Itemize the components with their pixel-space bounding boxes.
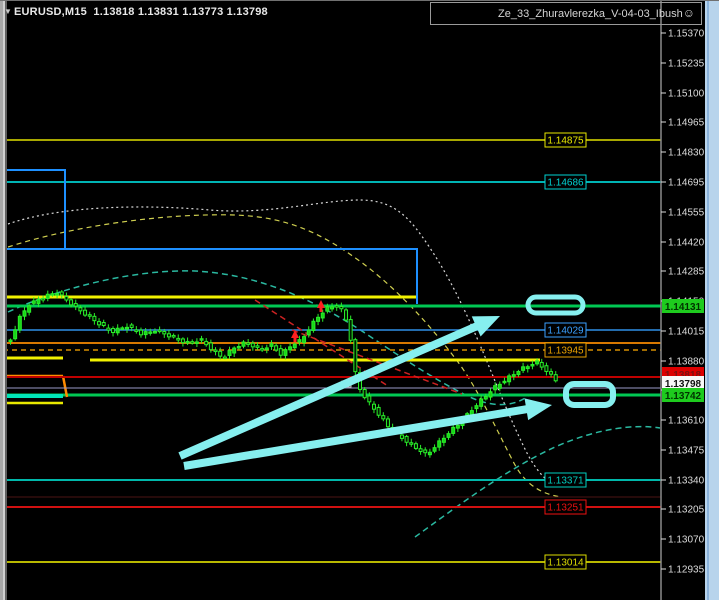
axis-label-1.15370: 1.15370 bbox=[668, 29, 705, 40]
svg-text:1.14131: 1.14131 bbox=[665, 302, 702, 313]
svg-text:1.14686: 1.14686 bbox=[547, 178, 584, 189]
candlesticks bbox=[8, 289, 558, 458]
svg-text:1.13818: 1.13818 bbox=[665, 370, 702, 381]
axis-label-1.14965: 1.14965 bbox=[668, 118, 705, 129]
level-label-1.13371[interactable]: 1.13371 bbox=[544, 472, 587, 488]
svg-text:1.14875: 1.14875 bbox=[547, 136, 584, 147]
window-scroll-strip[interactable] bbox=[705, 0, 719, 600]
level-label-1.13014[interactable]: 1.13014 bbox=[544, 554, 587, 570]
level-label-1.13251[interactable]: 1.13251 bbox=[544, 499, 587, 515]
ohlc-values: 1.13818 1.13831 1.13773 1.13798 bbox=[93, 6, 268, 18]
cyan-arrow-1[interactable] bbox=[183, 404, 531, 470]
axis-label-1.13475: 1.13475 bbox=[668, 446, 705, 457]
indicator-name-box: Ze_33_Zhuravlerezka_V-04-03_Ibush☺ bbox=[430, 2, 702, 25]
axis-price-box-1.13798: 1.13798 bbox=[662, 376, 704, 390]
band-curve-2 bbox=[7, 270, 529, 406]
axis-label-1.14830: 1.14830 bbox=[668, 148, 705, 159]
indicator-band-curves bbox=[7, 199, 661, 538]
band-curve-3 bbox=[414, 425, 661, 538]
level-label-1.14029[interactable]: 1.14029 bbox=[544, 322, 587, 338]
axis-label-1.15100: 1.15100 bbox=[668, 89, 705, 100]
svg-text:1.13798: 1.13798 bbox=[665, 379, 702, 390]
highlight-pill-1[interactable] bbox=[563, 381, 616, 408]
chart-dropdown-icon[interactable]: ▼ bbox=[4, 7, 12, 16]
cyan-arrow-0[interactable] bbox=[178, 321, 482, 460]
axis-label-1.13340: 1.13340 bbox=[668, 476, 705, 487]
highlight-pill-0[interactable] bbox=[525, 294, 586, 316]
level-label-1.13945[interactable]: 1.13945 bbox=[544, 342, 587, 358]
red-trend-segment-1[interactable] bbox=[291, 329, 463, 395]
axis-label-1.14420: 1.14420 bbox=[668, 238, 705, 249]
axis-price-box-1.13742: 1.13742 bbox=[662, 388, 704, 402]
svg-text:1.13014: 1.13014 bbox=[547, 558, 584, 569]
svg-text:1.13742: 1.13742 bbox=[665, 391, 702, 402]
band-curve-0 bbox=[7, 199, 559, 488]
svg-text:1.13371: 1.13371 bbox=[547, 476, 584, 487]
axis-label-1.14555: 1.14555 bbox=[668, 208, 705, 219]
chart-title-ohlc: EURUSD,M15 1.13818 1.13831 1.13773 1.137… bbox=[14, 6, 268, 18]
red-arrow-marker bbox=[317, 300, 325, 312]
axis-price-box-1.14131: 1.14131 bbox=[662, 299, 704, 313]
symbol-period: EURUSD,M15 bbox=[14, 6, 87, 18]
red-arrow-marker bbox=[291, 330, 299, 342]
axis-label-1.13070: 1.13070 bbox=[668, 535, 705, 546]
cyan-arrowhead-1[interactable] bbox=[524, 398, 552, 421]
cyan-arrowhead-0[interactable] bbox=[471, 316, 500, 337]
blue-step-line[interactable] bbox=[65, 248, 418, 304]
axis-label-1.13610: 1.13610 bbox=[668, 416, 705, 427]
drawn-arrows bbox=[178, 316, 552, 470]
axis-label-1.14695: 1.14695 bbox=[668, 178, 705, 189]
svg-text:1.13251: 1.13251 bbox=[547, 503, 584, 514]
svg-text:1.14029: 1.14029 bbox=[547, 326, 584, 337]
level-label-boxes: 1.14875 1.14686 1.14029 1.13945 1.13371 1.132… bbox=[544, 132, 587, 570]
axis-label-1.12935: 1.12935 bbox=[668, 565, 705, 576]
segment-line-6[interactable] bbox=[61, 375, 69, 398]
level-label-1.14875[interactable]: 1.14875 bbox=[544, 132, 587, 148]
axis-label-1.15235: 1.15235 bbox=[668, 59, 705, 70]
axis-label-1.14015: 1.14015 bbox=[668, 327, 705, 338]
level-label-1.14686[interactable]: 1.14686 bbox=[544, 174, 587, 190]
svg-text:1.13945: 1.13945 bbox=[547, 346, 584, 357]
axis-label-1.13880: 1.13880 bbox=[668, 357, 705, 368]
window-left-border bbox=[0, 0, 3, 600]
price-axis[interactable]: 1.15370 1.15235 1.15100 1.14965 1.14830 1.146… bbox=[660, 0, 705, 600]
smiley-icon: ☺ bbox=[682, 6, 695, 20]
axis-label-1.13205: 1.13205 bbox=[668, 505, 705, 516]
axis-label-1.14285: 1.14285 bbox=[668, 267, 705, 278]
